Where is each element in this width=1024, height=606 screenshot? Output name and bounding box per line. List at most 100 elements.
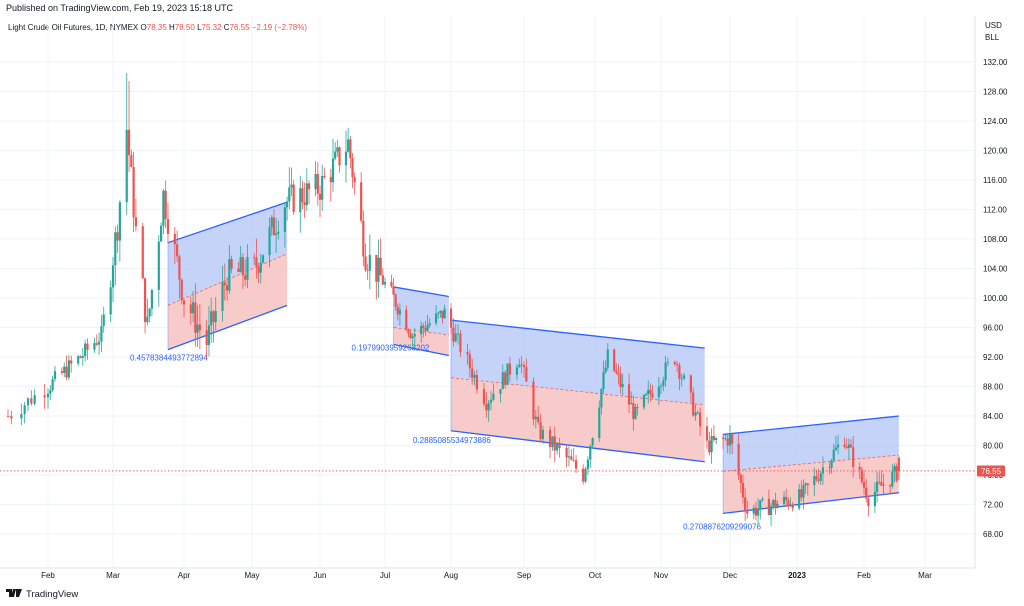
candle-body	[744, 497, 747, 511]
y-tick-label: 100.00	[983, 294, 1008, 303]
high-value: 78.50	[174, 23, 195, 32]
x-tick-label: May	[244, 571, 259, 580]
candle-body	[860, 469, 863, 482]
footer: TradingView	[6, 588, 78, 601]
candle-body	[441, 310, 444, 319]
candle-body	[897, 457, 900, 471]
candle-body	[613, 349, 616, 371]
candle-body	[567, 456, 571, 458]
candle-body	[858, 466, 861, 470]
channel-4[interactable]: 0.2708876209299076	[683, 415, 899, 531]
candle-body	[634, 407, 637, 419]
channel-upper-zone	[167, 202, 288, 306]
candle-body	[118, 202, 121, 241]
candle-body	[522, 365, 526, 368]
candle-body	[244, 275, 247, 280]
time-axis[interactable]: Feb Mar Apr May Jun Jul Aug Sep Oct Nov Dec 2023 Feb…	[41, 571, 932, 580]
candle-body	[146, 316, 149, 323]
candle-body	[130, 155, 133, 167]
candle-body	[615, 370, 618, 373]
candle-body	[338, 147, 341, 166]
candle-body	[182, 300, 186, 305]
candle-body	[759, 500, 762, 510]
candle-body	[598, 407, 601, 439]
candle-body	[741, 482, 745, 498]
candle-body	[728, 434, 732, 446]
candle-body	[880, 482, 883, 486]
channel-lower-line[interactable]	[450, 430, 705, 463]
brand-name[interactable]: TradingView	[26, 589, 79, 600]
channel-upper-line[interactable]	[723, 415, 899, 436]
candle-body	[95, 343, 98, 345]
y-tick-label: 96.00	[983, 324, 1004, 333]
candle-body	[381, 275, 384, 285]
candle-body	[413, 334, 416, 337]
candle-body	[377, 257, 380, 282]
parallel-channels[interactable]: 0.4578384493772894 0.1979903959263202 0.28…	[130, 201, 899, 531]
candle-body	[353, 177, 356, 183]
candle-body	[804, 483, 807, 486]
x-tick-label: Nov	[654, 571, 668, 580]
candle-body	[617, 372, 620, 375]
channel-upper-line[interactable]	[450, 319, 705, 349]
candle-body	[782, 496, 786, 504]
channel-lower-line[interactable]	[723, 492, 899, 514]
candle-body	[802, 485, 805, 498]
candle-body	[221, 282, 224, 311]
candle-body	[132, 166, 135, 218]
candle-body	[43, 395, 46, 398]
channel-lower-line[interactable]	[167, 304, 288, 351]
x-tick-label: Feb	[41, 571, 55, 580]
close-value: 76.55	[229, 23, 250, 32]
candle-body	[334, 151, 337, 159]
candle-body	[362, 220, 365, 257]
candle-body	[20, 413, 23, 419]
candle-body	[360, 182, 363, 221]
candle-body	[93, 343, 96, 350]
candle-body	[159, 225, 163, 242]
candle-body	[534, 416, 537, 420]
candle-body	[100, 326, 103, 342]
price-axis[interactable]: 132.00 128.00 124.00 120.00 116.00 112.00 108.…	[983, 58, 1008, 539]
candle-body	[288, 187, 291, 202]
candle-body	[303, 202, 306, 206]
candle-body	[651, 393, 654, 398]
candle-body	[390, 281, 393, 287]
candle-body	[849, 444, 853, 448]
candle-body	[422, 325, 425, 329]
channel-3[interactable]: 0.2885085534973886	[413, 319, 705, 463]
candle-body	[259, 262, 262, 273]
price-chart[interactable]: 0.4578384493772894 0.1979903959263202 0.28…	[0, 16, 1024, 584]
channel-lower-zone	[723, 455, 899, 514]
candle-body	[329, 176, 332, 183]
candle-body	[97, 341, 101, 345]
candle-body	[752, 507, 755, 514]
candle-body	[277, 231, 280, 234]
candle-body	[301, 188, 304, 203]
candle-body	[180, 279, 183, 301]
channel-upper-line[interactable]	[393, 286, 449, 298]
channel-lower-line[interactable]	[393, 343, 449, 357]
channel-upper-line[interactable]	[167, 201, 288, 244]
candle-body	[53, 371, 57, 380]
candle-body	[141, 226, 144, 279]
candle-body	[737, 443, 740, 475]
candle-body	[10, 416, 13, 419]
candle-body	[746, 510, 749, 514]
candle-body	[344, 151, 348, 166]
candle-body	[806, 483, 809, 486]
candle-body	[292, 184, 295, 213]
current-price-value: 76.55	[981, 467, 1002, 476]
x-tick-label: Aug	[444, 571, 458, 580]
candle-body	[501, 372, 504, 390]
candle-body	[116, 232, 119, 241]
open-label: O	[140, 23, 147, 32]
x-tick-label: Apr	[178, 571, 191, 580]
tradingview-logo-icon[interactable]	[6, 588, 22, 601]
candle-body	[761, 498, 764, 501]
candle-body	[689, 375, 692, 393]
candle-body	[314, 173, 317, 190]
candle-body	[307, 183, 311, 190]
channel-lower-zone	[451, 377, 705, 462]
candle-body	[705, 426, 709, 441]
